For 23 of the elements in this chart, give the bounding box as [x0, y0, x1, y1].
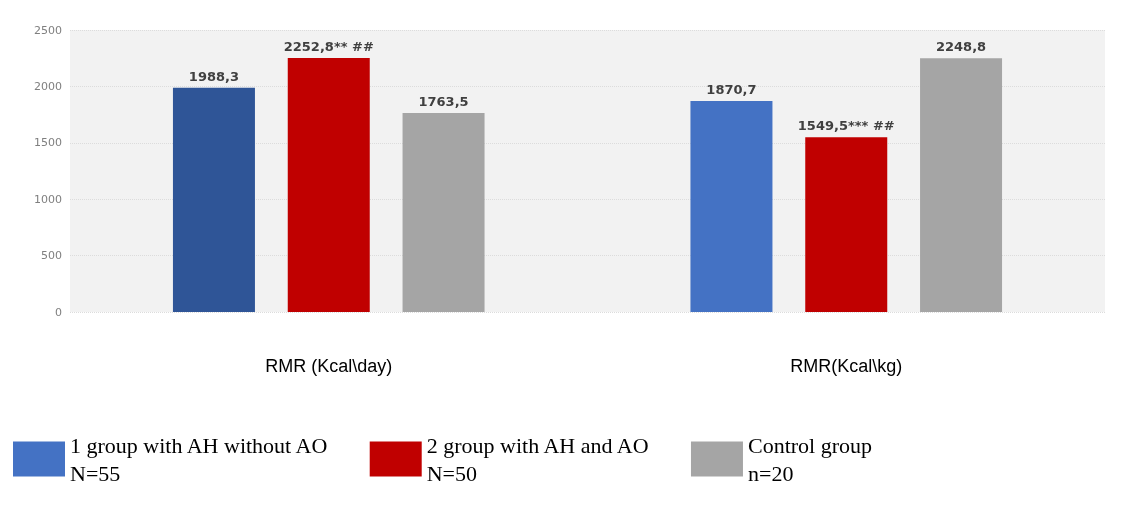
legend-label: 2 group with AH and AO N=50 [426, 432, 649, 486]
y-tick-label: 1500 [34, 136, 62, 150]
y-tick-label: 2500 [34, 23, 62, 37]
data-label: 1763,5 [418, 94, 469, 110]
data-label: 2252,8** ## [283, 38, 374, 54]
bar [172, 87, 255, 312]
bar [920, 58, 1003, 312]
bar [287, 57, 370, 312]
y-tick-label: 1000 [34, 192, 62, 206]
data-label: 1870,7 [706, 81, 757, 97]
bar [805, 137, 888, 312]
bar [402, 113, 485, 312]
bar [690, 100, 773, 312]
legend-label: Control group n=20 [747, 432, 873, 486]
data-label: 1988,3 [188, 68, 240, 84]
data-label: 2248,8 [935, 39, 987, 55]
y-tick-label: 2000 [34, 79, 62, 93]
y-tick-label: 500 [41, 249, 62, 263]
data-label: 1549,5*** ## [797, 118, 895, 134]
legend-label: 1 group with AH without AO N=55 [70, 432, 328, 486]
x-tick-label: RMR (Kcal\day) [265, 356, 393, 376]
y-tick-label: 0 [55, 305, 62, 319]
x-tick-label: RMR(Kcal\kg) [790, 356, 903, 376]
